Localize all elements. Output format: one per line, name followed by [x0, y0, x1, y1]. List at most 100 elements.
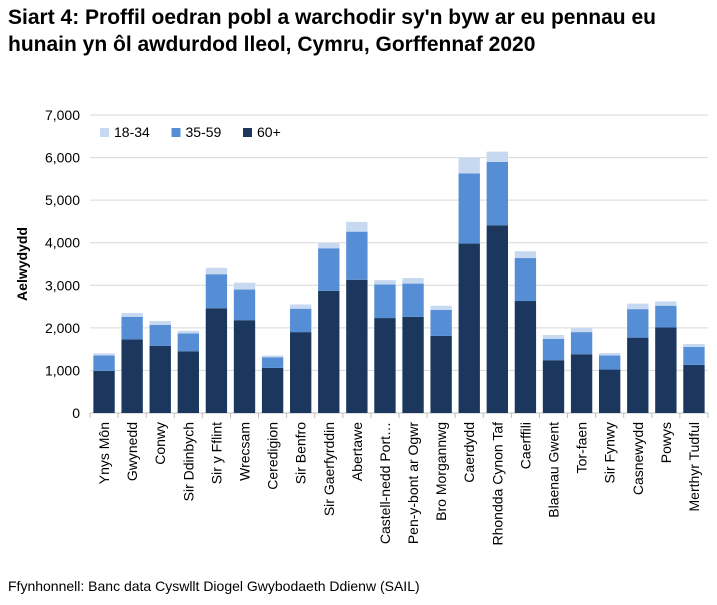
- bar-segment-35-59: [261, 357, 284, 368]
- x-tick-label: Blaenau Gwent: [546, 422, 562, 518]
- bar-segment-18-34: [627, 303, 649, 310]
- bar-segment-60+: [402, 316, 424, 413]
- bar-segment-60+: [121, 339, 143, 413]
- bar-segment-35-59: [149, 324, 171, 346]
- bar-segment-60+: [93, 370, 115, 413]
- bar-segment-18-34: [458, 157, 480, 174]
- x-tick-label: Bro Morgannwg: [433, 422, 449, 521]
- bar-segment-35-59: [542, 338, 565, 361]
- x-tick-label: Ceredigion: [265, 422, 281, 490]
- x-tick-label: Sir Benfro: [293, 422, 309, 484]
- x-tick-label: Merthyr Tudful: [686, 422, 702, 511]
- bar-segment-18-34: [514, 251, 537, 259]
- x-tick-label: Rhondda Cynon Taf: [489, 422, 505, 546]
- bar-segment-35-59: [318, 248, 340, 291]
- bar-segment-18-34: [290, 304, 312, 309]
- bar-segment-18-34: [374, 280, 396, 285]
- x-tick-label: Gwynedd: [124, 422, 140, 481]
- bar-segment-18-34: [93, 353, 115, 356]
- bar-segment-35-59: [121, 316, 143, 340]
- bar-segment-35-59: [374, 284, 396, 319]
- x-tick-label: Pen-y-bont ar Ogwr: [405, 422, 421, 544]
- x-tick-label: Caerffili: [517, 422, 533, 469]
- bar-segment-35-59: [486, 161, 508, 226]
- bar-segment-35-59: [514, 258, 537, 302]
- bar-segment-35-59: [290, 308, 312, 333]
- source-note: Ffynhonnell: Banc data Cyswllt Diogel Gw…: [8, 578, 420, 594]
- bar-segment-60+: [205, 308, 228, 413]
- bar-segment-60+: [318, 290, 340, 413]
- bar-segment-35-59: [655, 305, 677, 328]
- bar-segment-60+: [233, 320, 256, 413]
- bar-segment-18-34: [570, 327, 593, 333]
- bar-segment-18-34: [177, 330, 199, 334]
- bar-segment-60+: [683, 364, 705, 413]
- y-tick-label: 0: [72, 405, 80, 421]
- bar-segment-18-34: [430, 305, 452, 310]
- y-tick-label: 5,000: [45, 192, 80, 208]
- legend-label: 35-59: [186, 124, 222, 140]
- y-tick-label: 6,000: [45, 150, 80, 166]
- x-tick-label: Abertawe: [349, 422, 365, 481]
- x-tick-label: Ynys Môn: [96, 422, 112, 484]
- bar-segment-60+: [655, 327, 677, 413]
- bar-segment-18-34: [346, 221, 368, 232]
- bar-segment-18-34: [149, 321, 171, 325]
- x-tick-label: Wrecsam: [237, 422, 253, 481]
- bar-segment-60+: [514, 301, 537, 413]
- bar-segment-60+: [542, 360, 565, 413]
- bar-segment-18-34: [683, 344, 705, 348]
- x-tick-label: Castell-nedd Port…: [377, 422, 393, 544]
- bar-segment-18-34: [121, 312, 143, 317]
- bar-segment-35-59: [233, 289, 256, 321]
- bar-segment-35-59: [570, 332, 593, 355]
- bar-segment-35-59: [346, 231, 368, 280]
- chart-title: Siart 4: Proffil oedran pobl a warchodir…: [8, 6, 656, 56]
- y-tick-label: 4,000: [45, 235, 80, 251]
- bar-segment-18-34: [205, 267, 228, 275]
- bar-segment-18-34: [318, 243, 340, 249]
- bar-segment-35-59: [683, 347, 705, 365]
- y-tick-label: 1,000: [45, 362, 80, 378]
- legend-swatch-35-59: [171, 128, 181, 137]
- bar-segment-18-34: [233, 282, 256, 290]
- x-tick-label: Powys: [658, 422, 674, 463]
- bar-segment-35-59: [599, 355, 621, 370]
- bar-segment-60+: [486, 225, 508, 413]
- bar-segment-35-59: [402, 283, 424, 317]
- y-tick-label: 3,000: [45, 277, 80, 293]
- x-tick-label: Sir Gaerfyrddin: [321, 422, 337, 516]
- x-tick-label: Tor-faen: [574, 422, 590, 473]
- bar-segment-60+: [627, 337, 649, 413]
- bar-segment-60+: [261, 367, 284, 413]
- x-tick-label: Conwy: [152, 422, 168, 465]
- bar-segment-60+: [177, 351, 199, 413]
- bar-segment-35-59: [458, 173, 480, 244]
- legend-label: 18-34: [114, 124, 150, 140]
- bar-segment-60+: [374, 318, 396, 413]
- legend-swatch-18-34: [100, 128, 109, 137]
- bar-segment-60+: [346, 279, 368, 413]
- x-tick-label: Sir Fynwy: [602, 422, 618, 483]
- bar-segment-60+: [149, 345, 171, 413]
- bar-segment-18-34: [542, 335, 565, 339]
- bar-segment-18-34: [261, 355, 284, 358]
- legend-swatch-60+: [243, 128, 252, 137]
- legend-label: 60+: [257, 124, 281, 140]
- bar-segment-60+: [570, 354, 593, 413]
- bar-segment-35-59: [93, 355, 115, 371]
- bar-segment-18-34: [486, 151, 508, 162]
- x-tick-label: Casnewydd: [630, 422, 646, 495]
- bar-segment-18-34: [655, 301, 677, 306]
- bar-segment-35-59: [430, 309, 452, 336]
- bar-segment-35-59: [205, 274, 228, 309]
- x-tick-label: Sir y Fflint: [208, 422, 224, 484]
- x-tick-label: Sir Ddinbych: [180, 422, 196, 501]
- bar-segment-18-34: [402, 278, 424, 284]
- bar-segment-18-34: [599, 352, 621, 356]
- x-tick-label: Caerdydd: [461, 422, 477, 483]
- y-tick-label: 7,000: [45, 107, 80, 123]
- bar-segment-60+: [430, 335, 452, 413]
